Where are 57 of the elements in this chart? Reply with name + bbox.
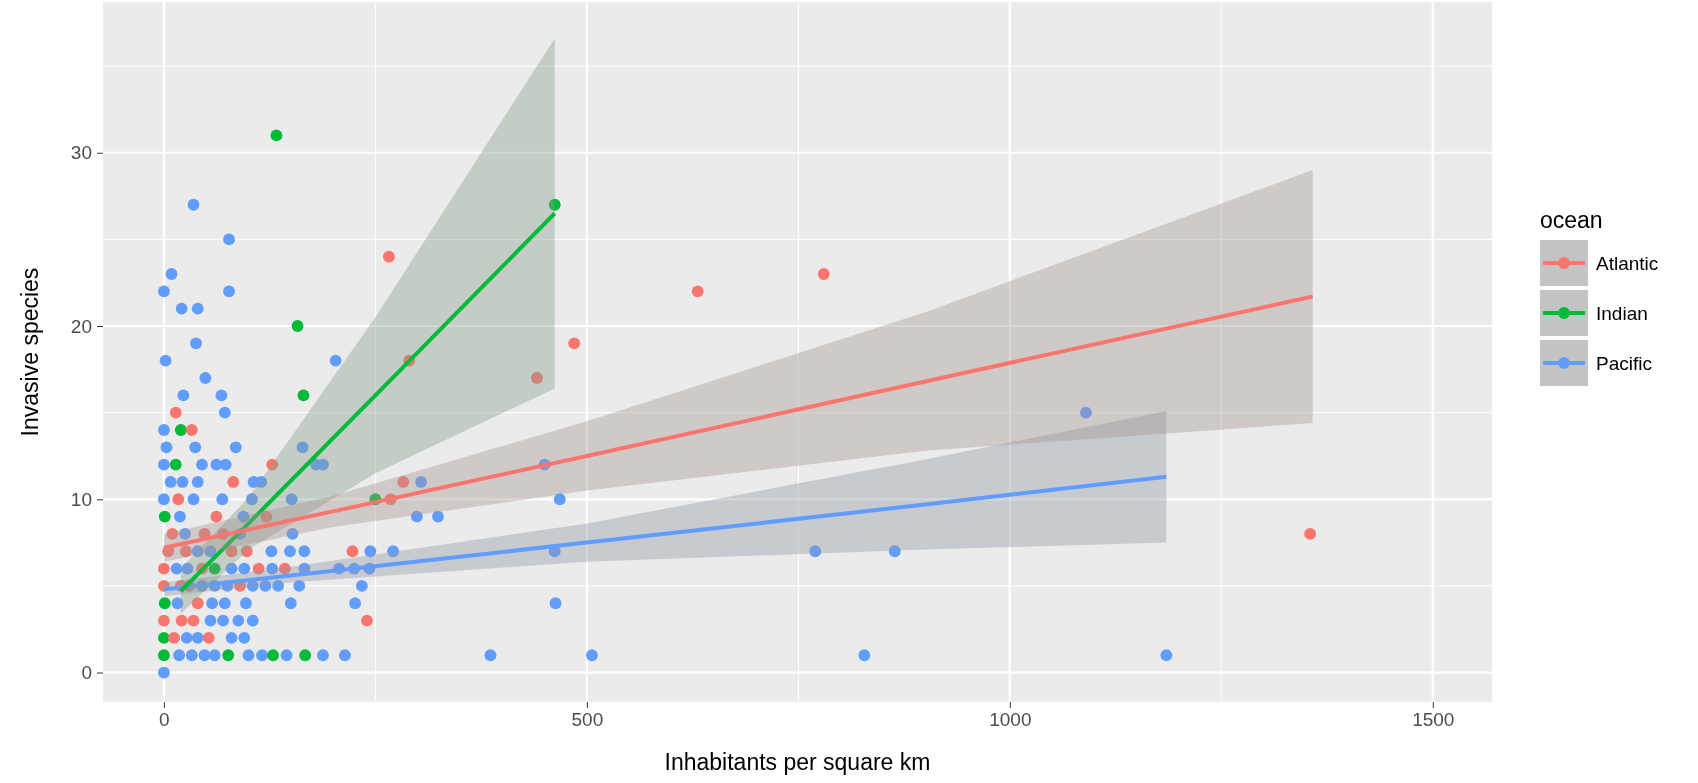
point bbox=[157, 614, 170, 627]
x-axis-title: Inhabitants per square km bbox=[664, 749, 931, 775]
point bbox=[208, 562, 221, 575]
point bbox=[157, 562, 170, 575]
point bbox=[548, 198, 561, 211]
point bbox=[260, 510, 273, 523]
point bbox=[191, 597, 204, 610]
legend-label: Atlantic bbox=[1596, 253, 1659, 274]
point bbox=[225, 545, 238, 558]
point bbox=[383, 250, 395, 263]
point bbox=[227, 476, 240, 488]
point bbox=[1304, 528, 1317, 540]
point bbox=[202, 631, 215, 644]
point bbox=[169, 458, 182, 471]
x-tick-label: 500 bbox=[571, 709, 604, 731]
x-tick-label: 0 bbox=[159, 709, 170, 731]
y-tick-label: 10 bbox=[70, 488, 92, 510]
point bbox=[361, 614, 373, 627]
point bbox=[297, 389, 310, 402]
x-tick-label: 1500 bbox=[1412, 709, 1455, 731]
point bbox=[222, 649, 235, 662]
point bbox=[166, 528, 179, 540]
point bbox=[397, 476, 410, 488]
point bbox=[346, 545, 359, 558]
point bbox=[210, 510, 223, 523]
point bbox=[291, 320, 304, 332]
point bbox=[278, 562, 291, 575]
y-axis-title: Invasive species bbox=[17, 267, 43, 437]
point bbox=[266, 458, 279, 471]
point bbox=[187, 614, 200, 627]
point bbox=[157, 649, 170, 662]
point bbox=[174, 424, 187, 436]
point bbox=[568, 337, 581, 350]
point bbox=[531, 372, 543, 384]
point bbox=[158, 597, 171, 610]
point bbox=[158, 510, 171, 523]
point bbox=[299, 649, 312, 662]
x-tick-label: 1000 bbox=[989, 709, 1032, 731]
point bbox=[240, 545, 253, 558]
point bbox=[817, 268, 830, 280]
point bbox=[157, 631, 170, 644]
point bbox=[179, 545, 192, 558]
legend-title: ocean bbox=[1540, 207, 1603, 233]
point bbox=[267, 649, 279, 662]
legend-label: Indian bbox=[1596, 303, 1648, 324]
y-tick-label: 30 bbox=[70, 142, 92, 164]
point bbox=[270, 129, 283, 142]
point bbox=[172, 493, 185, 506]
point bbox=[185, 424, 198, 436]
point bbox=[691, 285, 704, 298]
y-tick-label: 20 bbox=[70, 315, 92, 337]
y-tick-label: 0 bbox=[81, 662, 92, 684]
point bbox=[252, 562, 265, 575]
point bbox=[168, 631, 180, 644]
point bbox=[169, 406, 182, 419]
legend-label: Pacific bbox=[1596, 353, 1652, 374]
point bbox=[175, 614, 188, 627]
